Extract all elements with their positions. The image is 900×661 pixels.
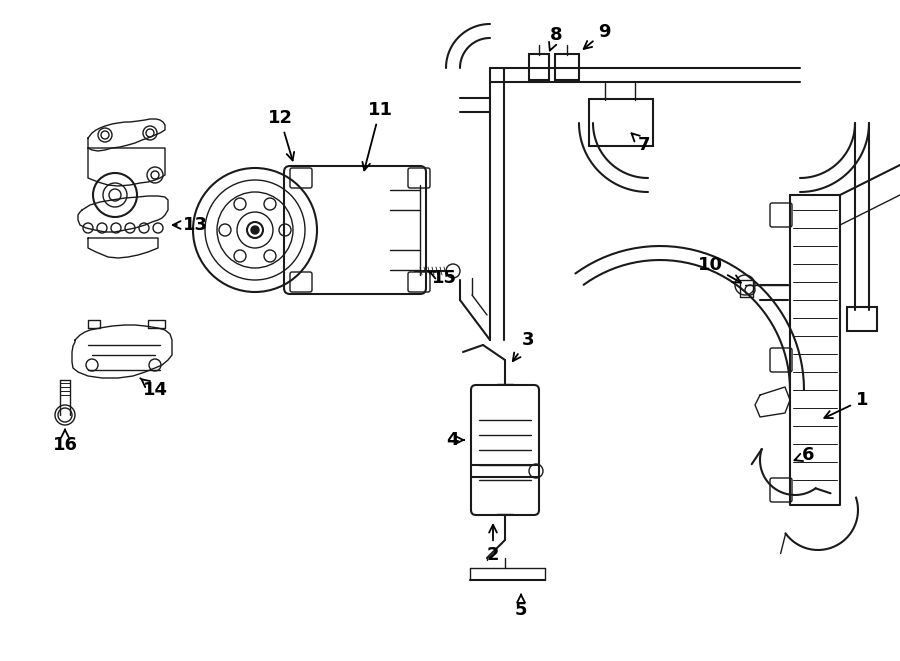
Text: 12: 12 <box>267 109 294 161</box>
Text: 1: 1 <box>824 391 868 418</box>
Text: 4: 4 <box>446 431 464 449</box>
Text: 8: 8 <box>549 26 562 51</box>
Circle shape <box>247 222 263 238</box>
Text: 6: 6 <box>795 446 815 464</box>
Text: 2: 2 <box>487 525 500 564</box>
Text: 15: 15 <box>428 269 456 287</box>
Text: 7: 7 <box>632 134 650 154</box>
Text: 13: 13 <box>173 216 208 234</box>
Text: 16: 16 <box>52 430 77 454</box>
Text: 14: 14 <box>140 378 167 399</box>
Text: 9: 9 <box>584 23 610 49</box>
Text: 10: 10 <box>698 256 741 283</box>
Text: 5: 5 <box>515 594 527 619</box>
Text: 11: 11 <box>363 101 392 171</box>
Circle shape <box>251 226 259 234</box>
Text: 3: 3 <box>513 331 535 361</box>
